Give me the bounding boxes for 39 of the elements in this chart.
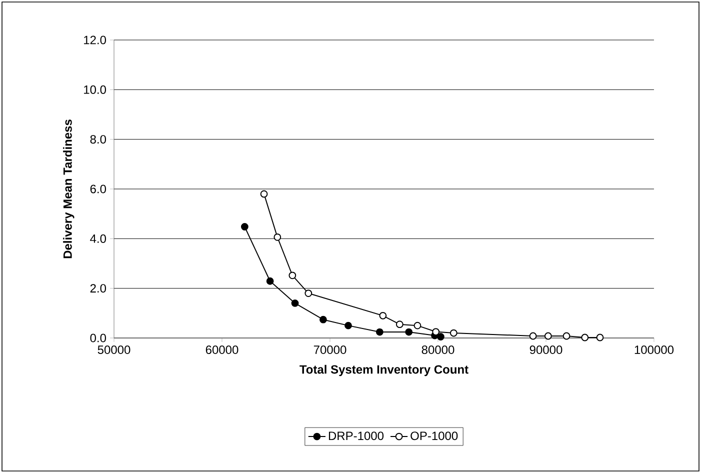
point xyxy=(414,322,422,330)
point xyxy=(344,322,352,330)
x-tick-label: 70000 xyxy=(314,346,346,354)
point xyxy=(260,190,268,198)
point xyxy=(436,333,444,340)
y-tick-label: 4.0 xyxy=(90,234,106,243)
point xyxy=(581,334,589,342)
point xyxy=(562,332,570,340)
point xyxy=(291,300,299,307)
point xyxy=(240,223,248,230)
point xyxy=(544,332,552,340)
x-tick-label: 90000 xyxy=(530,346,562,354)
point xyxy=(379,312,387,320)
x-tick-label: 100000 xyxy=(634,346,674,354)
point xyxy=(432,328,440,336)
y-tick-label: 8.0 xyxy=(90,135,106,144)
y-tick-label: 0.0 xyxy=(90,334,106,342)
legend-label: DRP-1000 xyxy=(328,432,384,440)
x-axis-title: Total System Inventory Count xyxy=(300,364,468,376)
point xyxy=(405,328,413,336)
y-tick-label: 6.0 xyxy=(90,184,106,194)
point xyxy=(596,334,604,342)
x-tick-label: 50000 xyxy=(98,346,130,354)
point xyxy=(288,272,296,280)
point xyxy=(320,316,327,324)
point xyxy=(266,277,274,285)
point xyxy=(304,290,312,297)
y-tick-label: 10.0 xyxy=(84,85,106,94)
point xyxy=(529,332,537,340)
x-tick-label: 60000 xyxy=(206,346,238,354)
y-axis-title: Delivery Mean Tardiness xyxy=(63,120,74,258)
point xyxy=(274,233,282,241)
point xyxy=(396,320,404,328)
x-tick-label: 80000 xyxy=(422,346,454,354)
point xyxy=(450,329,458,337)
y-tick-label: 12.0 xyxy=(84,36,106,44)
legend-label: OP-1000 xyxy=(410,432,458,440)
point xyxy=(376,328,384,336)
y-tick-label: 2.0 xyxy=(90,284,106,293)
